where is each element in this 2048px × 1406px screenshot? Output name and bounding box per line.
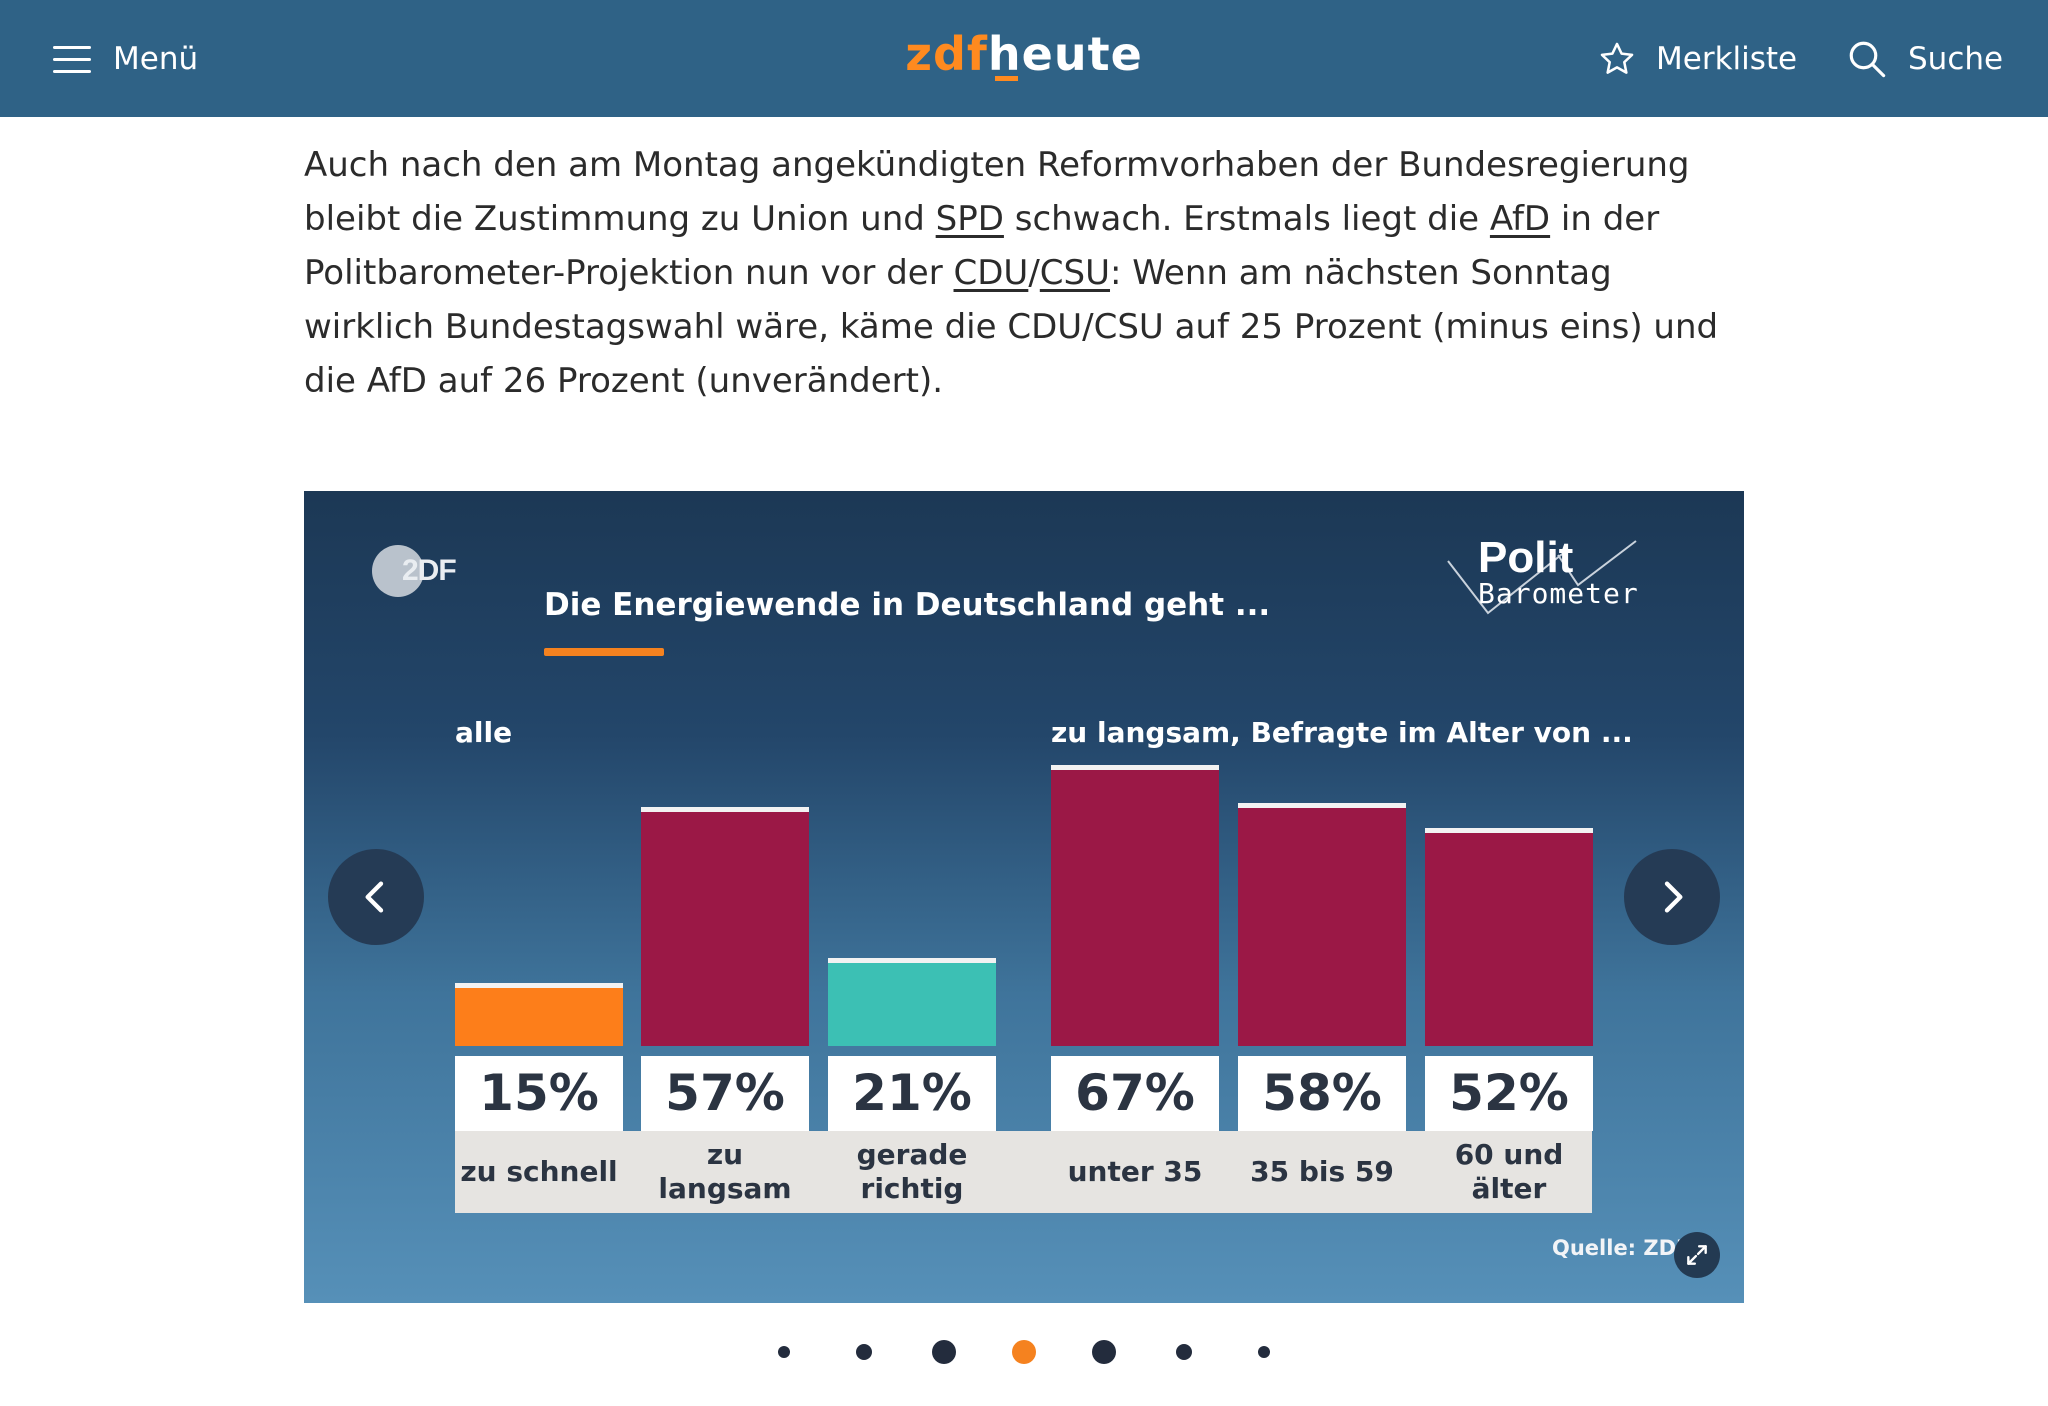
title-underline <box>544 648 664 656</box>
checkmark-icon <box>1447 540 1637 615</box>
value-label: 21% <box>828 1056 996 1131</box>
link-afd[interactable]: AfD <box>1489 199 1551 239</box>
category-label: unter 35 <box>1067 1155 1203 1188</box>
link-cdu[interactable]: CDU <box>953 253 1029 293</box>
pagination-dot[interactable] <box>1176 1344 1192 1360</box>
value-label: 67% <box>1051 1056 1219 1131</box>
logo-accent-mark <box>995 76 1018 81</box>
bar-chart: 15% zu schnell 57% zu langsam 21% gerade rich… <box>304 491 1744 1303</box>
bar-zu-langsam <box>641 807 809 1046</box>
search-label: Suche <box>1908 41 2004 77</box>
bar-35-bis-59 <box>1238 803 1406 1046</box>
chevron-right-icon <box>1664 881 1683 913</box>
article-text-2: schwach. Erstmals liegt die <box>1003 199 1490 239</box>
category-label: 35 bis 59 <box>1250 1155 1394 1188</box>
pagination-dot[interactable] <box>856 1344 872 1360</box>
menu-label: Menü <box>113 41 199 77</box>
zdfheute-logo[interactable]: zdfheute <box>0 24 2048 84</box>
pagination-dot[interactable] <box>1258 1346 1270 1358</box>
category-band <box>455 1131 1592 1213</box>
link-csu[interactable]: CSU <box>1039 253 1111 293</box>
article-text-3: in der Politbarometer-Projektion nun vor… <box>304 199 1660 293</box>
zdf-logo-circle <box>372 545 424 597</box>
search-button[interactable]: Suche <box>1846 35 2003 83</box>
group-label-age: zu langsam, Befragte im Alter von ... <box>1051 716 1633 749</box>
value-label: 52% <box>1425 1056 1593 1131</box>
bar-60-und-älter <box>1425 828 1593 1046</box>
pagination-dot[interactable] <box>932 1340 956 1364</box>
hamburger-icon <box>53 44 91 74</box>
article-text-4: : Wenn am nächsten Sonntag wirklich Bund… <box>304 253 1719 401</box>
value-label: 15% <box>455 1056 623 1131</box>
article-text-1: Auch nach den am Montag angekündigten Re… <box>304 145 1690 239</box>
site-header: Menü zdfheute Merkliste Suche <box>0 0 2048 117</box>
bookmarks-label: Merkliste <box>1656 41 1798 77</box>
article-paragraph: Auch nach den am Montag angekündigten Re… <box>304 138 1744 408</box>
carousel-prev-button[interactable] <box>328 849 424 945</box>
expand-icon <box>1687 1245 1707 1265</box>
category-label: 60 und älter <box>1454 1138 1564 1205</box>
category-label: zu schnell <box>460 1155 618 1188</box>
article-slash: / <box>1028 253 1040 293</box>
search-icon <box>1849 41 1886 78</box>
value-label: 57% <box>641 1056 809 1131</box>
chevron-left-icon <box>365 881 384 913</box>
image-carousel: 2DF Polit Barometer Die Energiewende in … <box>304 491 1744 1303</box>
bookmarks-button[interactable]: Merkliste <box>1598 35 1797 83</box>
pagination-dot[interactable] <box>778 1346 790 1358</box>
politbarometer-polit: Polit <box>1478 533 1574 582</box>
zdf-logo: 2DF <box>372 545 464 597</box>
link-spd[interactable]: SPD <box>935 199 1004 239</box>
bar-unter-35 <box>1051 765 1219 1046</box>
star-icon <box>1600 42 1634 74</box>
politbarometer-logo: Polit Barometer <box>1446 533 1646 629</box>
group-label-all: alle <box>455 716 513 749</box>
source-label: Quelle: ZDF <box>1552 1236 1691 1260</box>
logo-heute-text: heute <box>987 27 1143 81</box>
category-label: gerade richtig <box>856 1138 968 1205</box>
menu-button[interactable]: Menü <box>53 35 198 83</box>
logo-zdf-text: zdf <box>905 27 988 81</box>
zdf-logo-text: 2DF <box>402 554 457 587</box>
pagination-dot-active[interactable] <box>1012 1340 1036 1364</box>
expand-button[interactable] <box>1674 1232 1720 1278</box>
category-label: zu langsam <box>658 1138 792 1205</box>
bar-zu-schnell <box>455 983 623 1046</box>
politbarometer-barometer: Barometer <box>1478 577 1639 610</box>
value-label: 58% <box>1238 1056 1406 1131</box>
bar-gerade-richtig <box>828 958 996 1046</box>
pagination-dot[interactable] <box>1092 1340 1116 1364</box>
carousel-next-button[interactable] <box>1624 849 1720 945</box>
chart-title: Die Energiewende in Deutschland geht ... <box>544 587 1271 623</box>
